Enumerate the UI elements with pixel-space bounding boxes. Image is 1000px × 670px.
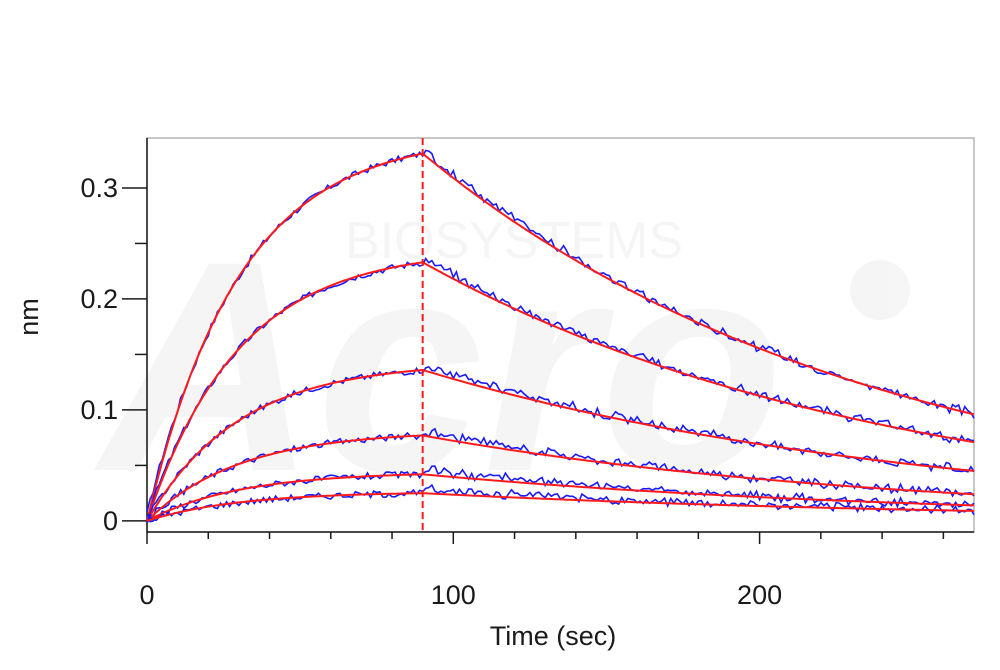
watermark-dot xyxy=(850,260,910,320)
measured-trace-3 xyxy=(146,365,975,517)
y-tick-label: 0 xyxy=(103,506,118,536)
y-tick-label: 0.2 xyxy=(80,284,118,314)
x-tick-label: 100 xyxy=(431,580,476,610)
x-axis: 0 100 200 xyxy=(139,531,974,610)
y-tick-label: 0.3 xyxy=(80,173,118,203)
watermark-logo: Acro BIOSYSTEMS xyxy=(91,198,910,534)
x-axis-title: Time (sec) xyxy=(490,621,617,651)
x-tick-label: 200 xyxy=(737,580,782,610)
y-tick-label: 0.1 xyxy=(80,395,118,425)
fit-curve-1 xyxy=(146,152,975,522)
series-layer xyxy=(146,149,975,524)
measured-trace-4 xyxy=(146,427,975,522)
x-tick-label: 0 xyxy=(139,580,154,610)
y-axis-title: nm xyxy=(14,298,44,336)
fit-curve-6 xyxy=(146,492,974,522)
y-axis: 0 0.1 0.2 0.3 xyxy=(80,138,148,536)
fit-curve-3 xyxy=(146,368,975,522)
fit-curve-2 xyxy=(146,261,975,522)
fit-curve-5 xyxy=(146,473,975,522)
fit-curve-4 xyxy=(146,434,975,522)
measured-trace-2 xyxy=(146,257,975,519)
